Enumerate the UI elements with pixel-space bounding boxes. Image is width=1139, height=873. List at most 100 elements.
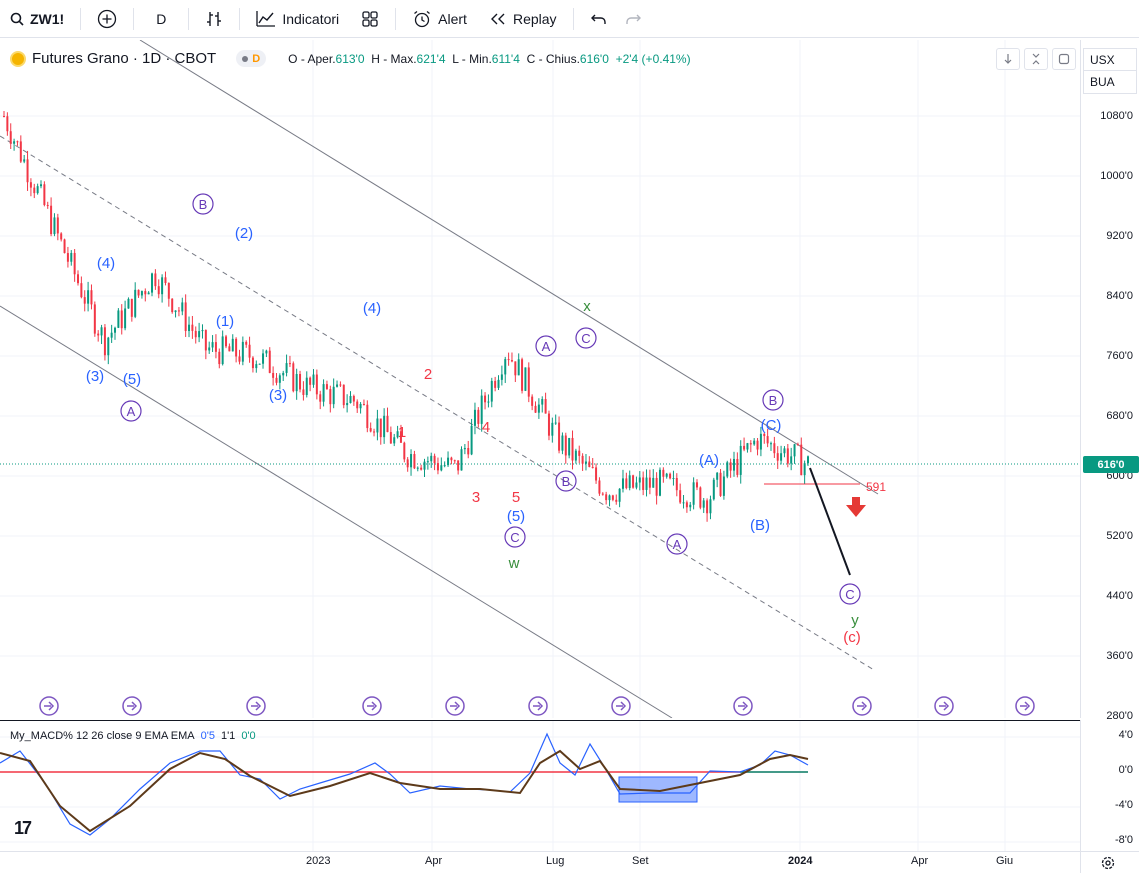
main-chart-pane[interactable]: 591 B A A C B C A B C (4) (2) (1) (3) (5… <box>0 40 1080 718</box>
candle-body <box>46 204 49 206</box>
maximize-button[interactable] <box>1052 48 1076 70</box>
symbol-search[interactable]: ZW1! <box>0 0 72 38</box>
delayed-badge[interactable]: D <box>236 50 267 67</box>
candle-body <box>716 472 719 480</box>
candle-body <box>527 367 530 397</box>
event-marker-icon[interactable] <box>246 696 266 716</box>
candle-body <box>524 367 527 391</box>
candle-body <box>551 422 554 436</box>
alert-button[interactable]: Alert <box>404 0 475 38</box>
event-marker-icon[interactable] <box>733 696 753 716</box>
svg-text:(4): (4) <box>363 300 381 317</box>
candle-body <box>87 290 90 304</box>
candle-body <box>410 454 413 468</box>
macd-pane[interactable] <box>0 720 1080 851</box>
event-marker-icon[interactable] <box>934 696 954 716</box>
price-tick: 360'0 <box>1106 650 1133 662</box>
event-marker-icon[interactable] <box>611 696 631 716</box>
candle-body <box>722 476 725 496</box>
price-chart[interactable]: 591 B A A C B C A B C (4) (2) (1) (3) (5… <box>0 40 1080 718</box>
macd-chart[interactable] <box>0 721 1080 851</box>
candle-body <box>188 324 191 332</box>
candle-body <box>184 302 187 332</box>
event-marker-icon[interactable] <box>445 696 465 716</box>
undo-button[interactable] <box>582 0 616 38</box>
event-marker-icon[interactable] <box>362 696 382 716</box>
candle-body <box>430 455 433 462</box>
collapse-button[interactable] <box>1024 48 1048 70</box>
replay-button[interactable]: Replay <box>481 0 565 38</box>
channel-upper-line[interactable] <box>139 40 879 495</box>
candle-body <box>574 450 577 461</box>
candle-body <box>541 399 544 405</box>
candle-body <box>3 116 5 117</box>
candle-body <box>756 440 759 450</box>
candle-body <box>77 274 80 284</box>
undo-icon <box>590 14 606 24</box>
candle-body <box>790 456 793 464</box>
candle-body <box>669 473 672 479</box>
close-value: 616'0 <box>579 51 609 66</box>
wave-label-B: B <box>555 470 577 492</box>
event-marker-icon[interactable] <box>39 696 59 716</box>
time-axis[interactable]: 2023 Apr Lug Set 2024 Apr Giu <box>0 851 1080 873</box>
symbol-title[interactable]: Futures Grano · 1D · CBOT <box>32 50 217 67</box>
candle-body <box>447 457 450 466</box>
candle-body <box>581 455 584 464</box>
candle-body <box>292 363 295 392</box>
price-scale[interactable]: 1080'0 1000'0 920'0 840'0 760'0 680'0 60… <box>1080 40 1139 722</box>
event-marker-icon[interactable] <box>122 696 142 716</box>
macd-scale[interactable]: 4'0 0'0 -4'0 -8'0 <box>1080 720 1139 851</box>
channel-mid-line[interactable] <box>0 135 875 671</box>
candle-body <box>743 445 746 450</box>
candle-body <box>571 437 574 461</box>
redo-button[interactable] <box>616 0 650 38</box>
layouts-button[interactable] <box>353 0 387 38</box>
candle-body <box>251 357 254 369</box>
svg-text:(C): (C) <box>761 417 782 434</box>
candle-body <box>685 502 688 508</box>
event-markers[interactable] <box>39 696 1035 716</box>
svg-text:A: A <box>673 537 682 552</box>
candle-body <box>635 482 638 488</box>
candle-body <box>773 443 776 454</box>
candle-body <box>356 401 359 409</box>
wave-label-B: B <box>192 193 214 215</box>
candle-body <box>214 342 217 352</box>
svg-text:(5): (5) <box>123 371 141 388</box>
currency-select[interactable]: USX <box>1083 48 1137 71</box>
channel-lower-line[interactable] <box>0 305 673 718</box>
candle-body <box>695 482 698 488</box>
divider <box>80 7 82 30</box>
event-marker-icon[interactable] <box>528 696 548 716</box>
candle-body <box>746 443 749 450</box>
candle-body <box>231 338 234 352</box>
compare-button[interactable] <box>89 0 125 38</box>
event-marker-icon[interactable] <box>1015 696 1035 716</box>
interval-button[interactable]: D <box>142 0 180 38</box>
candle-body <box>147 292 150 295</box>
candle-body <box>776 453 779 461</box>
candle-body <box>241 341 244 362</box>
candle-body <box>467 448 470 455</box>
projection-line[interactable] <box>809 467 851 576</box>
chart-type-button[interactable] <box>197 0 231 38</box>
indicators-label: Indicatori <box>282 10 340 27</box>
candle-body <box>739 445 742 475</box>
grid-icon <box>362 10 378 27</box>
candle-body <box>598 480 601 494</box>
candle-body <box>753 440 756 445</box>
event-marker-icon[interactable] <box>852 696 872 716</box>
rewind-icon <box>490 13 505 24</box>
candle-body <box>591 466 594 468</box>
indicators-button[interactable]: Indicatori <box>248 0 347 38</box>
unit-select[interactable]: BUA <box>1083 71 1137 94</box>
move-down-button[interactable] <box>996 48 1020 70</box>
macd-title[interactable]: My_MACD% 12 26 close 9 EMA EMA <box>10 730 195 742</box>
status-dot-icon <box>242 55 249 62</box>
price-tick: 520'0 <box>1106 530 1133 542</box>
tradingview-logo[interactable]: 17 <box>14 818 32 838</box>
candle-body <box>621 478 624 489</box>
settings-corner[interactable] <box>1080 851 1139 873</box>
candle-body <box>679 490 682 503</box>
